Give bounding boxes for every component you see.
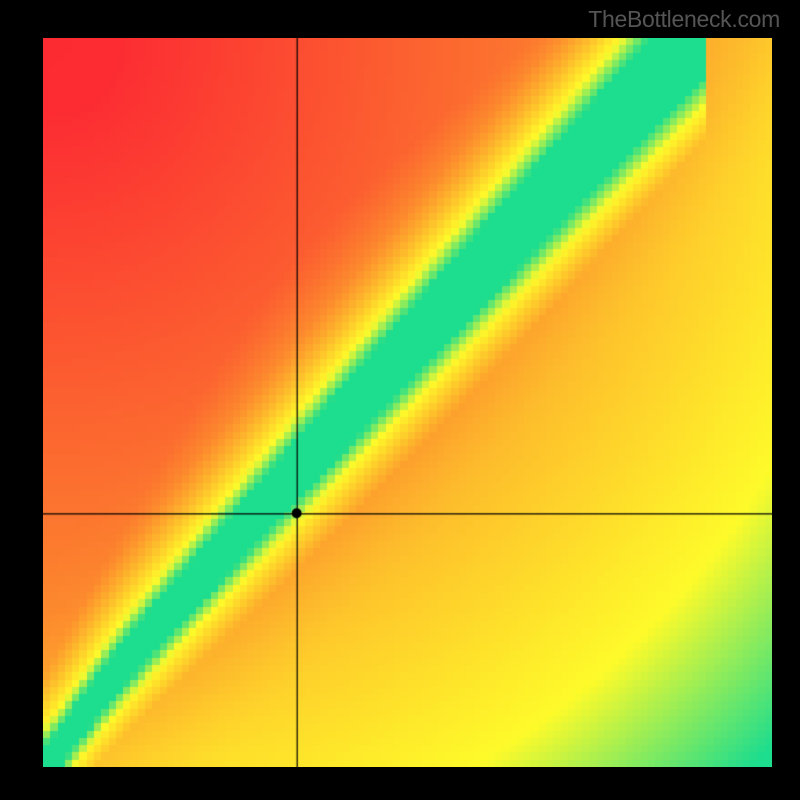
bottleneck-heatmap [43, 38, 772, 767]
watermark-text: TheBottleneck.com [588, 6, 780, 33]
chart-root: TheBottleneck.com [0, 0, 800, 800]
